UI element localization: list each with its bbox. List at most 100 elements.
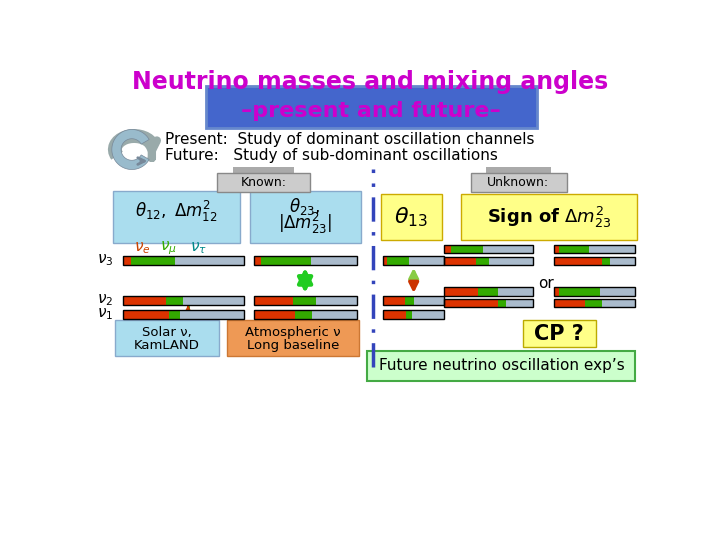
Text: $\nu_2$: $\nu_2$ (97, 293, 113, 308)
Bar (554, 256, 634, 265)
Bar (253, 296, 293, 305)
Bar (383, 256, 387, 265)
Bar (383, 296, 405, 305)
Bar (444, 287, 478, 296)
Bar (444, 299, 498, 307)
Bar (175, 256, 244, 265)
Bar (554, 299, 634, 307)
Text: Present:  Study of dominant oscillation channels: Present: Study of dominant oscillation c… (165, 132, 534, 147)
Bar (554, 256, 603, 265)
Bar (180, 309, 244, 319)
Text: Sign of $\Delta m_{23}^2$: Sign of $\Delta m_{23}^2$ (487, 205, 611, 230)
Bar (559, 287, 600, 296)
Bar (293, 296, 316, 305)
Bar (498, 299, 506, 307)
Bar (444, 256, 533, 265)
FancyBboxPatch shape (250, 191, 361, 244)
Bar (316, 296, 357, 305)
Bar (184, 296, 244, 305)
Text: Future neutrino oscillation exp’s: Future neutrino oscillation exp’s (379, 359, 624, 373)
FancyBboxPatch shape (523, 320, 596, 347)
Text: $\theta_{13}$: $\theta_{13}$ (395, 205, 428, 229)
Bar (498, 287, 533, 296)
FancyBboxPatch shape (217, 173, 310, 192)
Text: KamLAND: KamLAND (133, 339, 199, 353)
Bar (253, 256, 261, 265)
Text: Solar ν,: Solar ν, (142, 326, 192, 339)
FancyBboxPatch shape (462, 194, 637, 240)
Bar (122, 256, 244, 265)
Text: or: or (539, 276, 554, 291)
FancyBboxPatch shape (471, 173, 567, 192)
Bar (383, 296, 444, 305)
Text: $\theta_{23},$: $\theta_{23},$ (289, 196, 320, 217)
Text: CP ?: CP ? (534, 323, 584, 343)
Bar (253, 309, 357, 319)
PathPatch shape (112, 130, 149, 170)
Bar (444, 245, 451, 253)
Bar (554, 287, 559, 296)
Bar (554, 287, 634, 296)
Text: –present and future–: –present and future– (240, 101, 500, 121)
Bar (383, 309, 444, 319)
Bar (253, 256, 357, 265)
Bar (253, 309, 295, 319)
Text: $\nu_\tau$: $\nu_\tau$ (189, 240, 207, 256)
Text: $|\Delta m_{23}^2|$: $|\Delta m_{23}^2|$ (278, 211, 332, 236)
Text: $\theta_{12},\ \Delta m_{12}^2$: $\theta_{12},\ \Delta m_{12}^2$ (135, 199, 218, 224)
Bar (559, 245, 588, 253)
Bar (451, 245, 482, 253)
Text: Atmospheric ν: Atmospheric ν (245, 326, 341, 339)
Bar (122, 309, 244, 319)
Bar (410, 256, 444, 265)
Text: Neutrino masses and mixing angles: Neutrino masses and mixing angles (132, 70, 608, 94)
FancyBboxPatch shape (367, 351, 636, 381)
Text: $\nu_e$: $\nu_e$ (133, 240, 150, 256)
Bar (506, 299, 533, 307)
Bar (444, 287, 533, 296)
FancyBboxPatch shape (113, 191, 240, 244)
Bar (478, 287, 498, 296)
Bar (253, 296, 357, 305)
Bar (489, 256, 533, 265)
Bar (122, 296, 166, 305)
Bar (383, 309, 406, 319)
Text: $\nu_\mu$: $\nu_\mu$ (161, 239, 177, 257)
Bar (554, 299, 585, 307)
Bar (444, 256, 477, 265)
Bar (122, 309, 168, 319)
Text: $\nu_1$: $\nu_1$ (97, 306, 113, 322)
Bar (122, 256, 131, 265)
Bar (233, 167, 294, 177)
FancyBboxPatch shape (206, 85, 537, 128)
Bar (482, 245, 533, 253)
Bar (414, 296, 444, 305)
Bar (477, 256, 489, 265)
Bar (295, 309, 312, 319)
Bar (312, 309, 357, 319)
FancyBboxPatch shape (381, 194, 442, 240)
Text: $\nu_3$: $\nu_3$ (97, 253, 113, 268)
Bar (603, 299, 634, 307)
Bar (261, 256, 310, 265)
Text: Long baseline: Long baseline (246, 339, 339, 353)
Bar (603, 256, 611, 265)
Bar (406, 309, 412, 319)
Bar (168, 309, 180, 319)
FancyBboxPatch shape (115, 320, 219, 356)
Bar (554, 245, 634, 253)
Bar (383, 256, 444, 265)
Bar (588, 245, 634, 253)
Bar (310, 256, 357, 265)
Bar (122, 296, 244, 305)
Text: Known:: Known: (240, 176, 287, 189)
Bar (486, 167, 552, 177)
Bar (444, 299, 533, 307)
Bar (131, 256, 175, 265)
Bar (585, 299, 603, 307)
Bar (412, 309, 444, 319)
Bar (444, 245, 533, 253)
Bar (554, 245, 559, 253)
Bar (387, 256, 410, 265)
Text: Unknown:: Unknown: (487, 176, 549, 189)
